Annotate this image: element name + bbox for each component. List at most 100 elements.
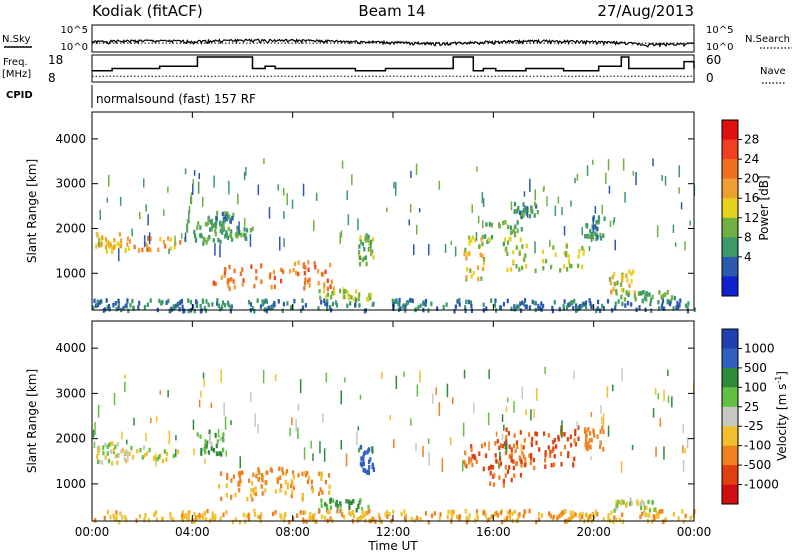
heatmap-cell (418, 208, 421, 213)
heatmap-cell (513, 400, 515, 413)
heatmap-cell (115, 517, 118, 522)
heatmap-cell (111, 461, 114, 466)
heatmap-cell (350, 295, 353, 300)
heatmap-cell (116, 241, 119, 246)
heatmap-cell (272, 269, 275, 275)
heatmap-cell (534, 189, 536, 201)
heatmap-cell (228, 180, 230, 195)
heatmap-cell (581, 511, 584, 517)
heatmap-cell (400, 511, 403, 517)
heatmap-cell (510, 451, 513, 457)
heatmap-cell (102, 308, 105, 313)
heatmap-cell (347, 295, 350, 301)
heatmap-cell (378, 516, 381, 521)
heatmap-cell (501, 433, 504, 441)
colorbar-tick-label: 16 (744, 191, 759, 205)
heatmap-cell (482, 261, 486, 266)
heatmap-cell (187, 512, 190, 518)
heatmap-cell (305, 519, 308, 524)
heatmap-cell (220, 275, 223, 280)
heatmap-cell (196, 225, 199, 231)
heatmap-cell (307, 260, 310, 265)
heatmap-cell (428, 244, 430, 256)
heatmap-cell (206, 440, 209, 445)
heatmap-cell (509, 516, 512, 521)
heatmap-cell (99, 209, 101, 220)
heatmap-cell (104, 245, 107, 250)
heatmap-cell (218, 484, 221, 489)
heatmap-cell (317, 280, 320, 286)
heatmap-cell (223, 269, 227, 275)
heatmap-cell (300, 308, 303, 313)
colorbar-tick-label: 28 (744, 133, 759, 147)
heatmap-cell (495, 431, 498, 437)
heatmap-cell (424, 511, 427, 516)
heatmap-cell (254, 413, 256, 427)
heatmap-cell (607, 513, 610, 518)
heatmap-cell (114, 454, 117, 459)
heatmap-cell (661, 299, 665, 304)
heatmap-cell (209, 227, 212, 232)
heatmap-cell (241, 470, 244, 475)
heatmap-cell (250, 487, 253, 493)
heatmap-cell (566, 437, 569, 442)
heatmap-cell (480, 237, 483, 242)
heatmap-cell (143, 445, 146, 451)
heatmap-cell (472, 270, 475, 276)
heatmap-cell (454, 304, 457, 309)
heatmap-cell (567, 453, 570, 459)
heatmap-cell (193, 229, 196, 235)
heatmap-cell (645, 292, 648, 298)
heatmap-cell (588, 444, 591, 449)
heatmap-cell (504, 443, 507, 450)
heatmap-cell (610, 510, 613, 515)
colorbar-tick-label: -25 (744, 419, 764, 433)
heatmap-cell (132, 305, 135, 311)
heatmap-cell (613, 271, 616, 277)
heatmap-cell (103, 515, 106, 521)
heatmap-cell (487, 466, 491, 471)
heatmap-cell (553, 454, 556, 459)
heatmap-cell (354, 302, 357, 308)
heatmap-cell (111, 245, 114, 250)
heatmap-cell (112, 513, 115, 518)
y-tick-label: 4000 (55, 341, 86, 355)
heatmap-cell (621, 287, 624, 293)
heatmap-cell (362, 461, 365, 467)
x-tick-label: 00:00 (75, 525, 110, 539)
heatmap-cell (278, 466, 281, 471)
heatmap-cell (570, 200, 572, 207)
heatmap-cell (156, 456, 159, 462)
heatmap-cell (597, 299, 600, 305)
heatmap-cell (255, 275, 258, 281)
heatmap-cell (621, 368, 623, 382)
heatmap-cell (361, 257, 364, 263)
heatmap-cell (361, 507, 364, 512)
heatmap-cell (312, 516, 315, 522)
heatmap-cell (230, 478, 233, 483)
heatmap-cell (643, 509, 646, 515)
heatmap-cell (301, 298, 304, 303)
heatmap-cell (497, 460, 500, 469)
heatmap-cell (482, 220, 484, 229)
heatmap-cell (464, 450, 467, 456)
heatmap-cell (291, 417, 293, 426)
heatmap-cell (318, 491, 321, 497)
heatmap-cell (686, 309, 690, 314)
y-tick-label: 3000 (55, 177, 86, 191)
heatmap-cell (226, 300, 230, 306)
heatmap-cell (313, 220, 315, 232)
heatmap-cell (359, 498, 362, 503)
heatmap-cell (308, 277, 311, 282)
heatmap-cell (624, 191, 626, 203)
heatmap-cell (582, 251, 585, 256)
heatmap-cell (641, 298, 644, 304)
heatmap-cell (586, 165, 589, 177)
heatmap-cell (597, 215, 601, 220)
heatmap-cell (126, 298, 129, 303)
heatmap-cell (488, 237, 491, 243)
heatmap-cell (188, 210, 190, 224)
heatmap-cell (592, 215, 595, 220)
heatmap-cell (303, 286, 306, 291)
heatmap-cell (139, 447, 142, 453)
